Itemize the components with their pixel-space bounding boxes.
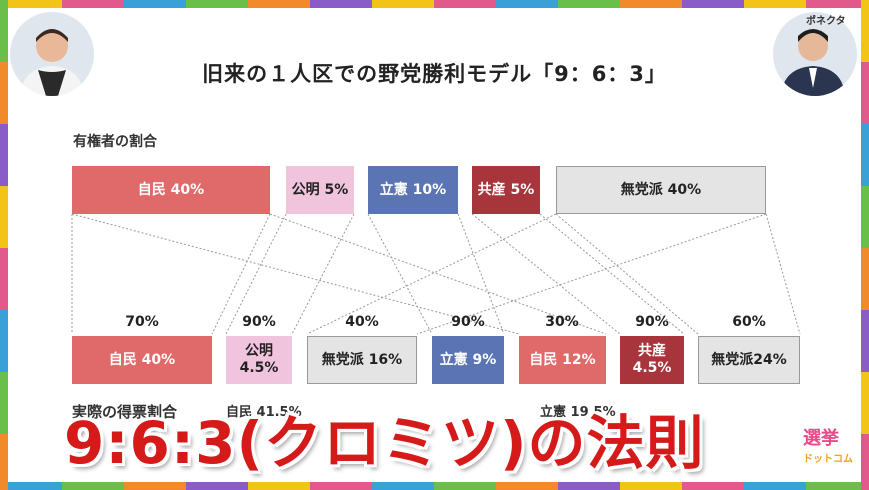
connector-line xyxy=(765,213,801,335)
frame-segment xyxy=(310,482,372,490)
frame-segment xyxy=(124,482,186,490)
frame-segment xyxy=(558,482,620,490)
frame-segment xyxy=(0,482,62,490)
frame-segment xyxy=(744,482,806,490)
frame-segment xyxy=(861,124,869,186)
logo-line-1: 選挙 xyxy=(803,428,839,449)
top-box-jimin: 自民 40% xyxy=(72,166,270,214)
frame-segment xyxy=(861,372,869,434)
frame-segment xyxy=(434,482,496,490)
partial-text-middle: 自民 41.5% xyxy=(226,405,302,420)
headline-banner: 9:6:3(クロミツ)の法則 xyxy=(64,409,705,477)
top-box-mutoha: 無党派 40% xyxy=(556,166,766,214)
pct-label: 30% xyxy=(545,314,579,330)
pct-label: 90% xyxy=(635,314,669,330)
section-label: 有権者の割合 xyxy=(73,134,157,150)
pct-label: 90% xyxy=(242,314,276,330)
frame-segment xyxy=(0,248,8,310)
frame-segment xyxy=(186,0,248,8)
frame-segment xyxy=(744,0,806,8)
frame-segment xyxy=(62,0,124,8)
frame-segment xyxy=(434,0,496,8)
pct-label: 40% xyxy=(345,314,379,330)
frame-segment xyxy=(0,62,8,124)
connector-line xyxy=(367,213,433,335)
frame-segment xyxy=(0,0,8,62)
connector-line xyxy=(539,213,685,335)
bottom-box-jimin-12: 自民 12% xyxy=(519,336,606,384)
frame-segment xyxy=(496,482,558,490)
frame-segment xyxy=(124,0,186,8)
frame-segment xyxy=(682,0,744,8)
connector-line xyxy=(416,213,767,335)
connector-line xyxy=(71,213,520,335)
slide-panel xyxy=(14,13,857,479)
frame-segment xyxy=(0,434,8,490)
pct-label: 70% xyxy=(125,314,159,330)
frame-segment xyxy=(372,482,434,490)
frame-segment xyxy=(496,0,558,8)
frame-segment xyxy=(248,0,310,8)
connector-line xyxy=(269,213,607,335)
frame-segment xyxy=(861,0,869,62)
frame-segment xyxy=(806,482,868,490)
frame-segment xyxy=(0,186,8,248)
frame-segment xyxy=(861,310,869,372)
frame-segment xyxy=(186,482,248,490)
frame-segment xyxy=(372,0,434,8)
connector-line xyxy=(555,213,699,335)
pct-label: 60% xyxy=(732,314,766,330)
frame-segment xyxy=(248,482,310,490)
frame-segment xyxy=(310,0,372,8)
top-box-komei: 公明 5% xyxy=(286,166,354,214)
frame-segment xyxy=(861,434,869,490)
bottom-box-mutoha-16: 無党派 16% xyxy=(307,336,417,384)
slide-title: 旧来の１人区での野党勝利モデル「9：6：3」 xyxy=(202,62,667,86)
frame-segment xyxy=(0,372,8,434)
top-box-kyosan: 共産 5% xyxy=(472,166,540,214)
connector-line xyxy=(291,213,355,335)
senkyo-dotcom-logo: 選挙 ドットコム xyxy=(803,424,859,472)
frame-segment xyxy=(558,0,620,8)
person-icon xyxy=(773,12,857,96)
bottom-box-mutoha-24: 無党派24% xyxy=(698,336,800,384)
host-avatar-right xyxy=(773,12,857,96)
pct-label: 90% xyxy=(451,314,485,330)
partial-text-left: 実際の得票割合 xyxy=(72,403,178,421)
frame-segment xyxy=(806,0,868,8)
frame-segment xyxy=(0,124,8,186)
connector-line xyxy=(457,213,505,335)
person-icon xyxy=(10,12,94,96)
frame-segment xyxy=(861,186,869,248)
bottom-box-kyosan: 共産 4.5% xyxy=(620,336,684,384)
bottom-box-komei: 公明 4.5% xyxy=(226,336,292,384)
frame-segment xyxy=(682,482,744,490)
frame-segment xyxy=(861,62,869,124)
bottom-box-rikken: 立憲 9% xyxy=(432,336,504,384)
frame-segment xyxy=(620,482,682,490)
host-avatar-left xyxy=(10,12,94,96)
logo-line-2: ドットコム xyxy=(803,454,853,465)
ponekuta-logo: ポネクタ xyxy=(806,16,846,27)
frame-segment xyxy=(62,482,124,490)
frame-segment xyxy=(0,0,62,8)
frame-segment xyxy=(0,310,8,372)
frame-segment xyxy=(620,0,682,8)
top-box-rikken: 立憲 10% xyxy=(368,166,458,214)
partial-text-right: 立憲 19.5% xyxy=(540,405,616,420)
bottom-box-jimin: 自民 40% xyxy=(72,336,212,384)
frame-segment xyxy=(861,248,869,310)
